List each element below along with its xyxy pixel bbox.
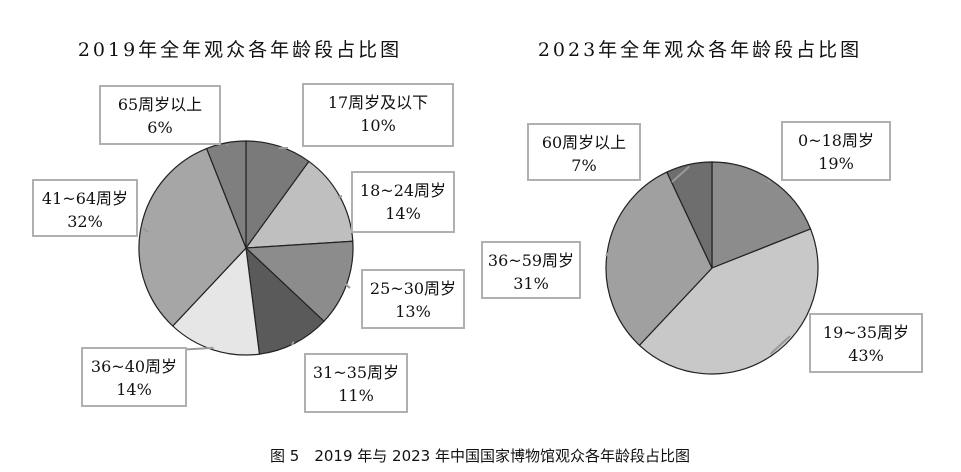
slice-label: 31~35周岁 bbox=[313, 363, 399, 382]
chart-title-2023: 2023年全年观众各年龄段占比图 bbox=[538, 39, 862, 61]
slice-label: 18~24周岁 bbox=[360, 181, 446, 200]
label-box bbox=[361, 269, 465, 329]
label-box bbox=[99, 85, 221, 145]
figure-caption: 图 5 2019 年与 2023 年中国国家博物馆观众各年龄段占比图 bbox=[270, 447, 690, 465]
slice-value-label: 10% bbox=[360, 116, 396, 135]
slice-value-label: 31% bbox=[513, 274, 549, 293]
pie-slice bbox=[666, 161, 713, 269]
slice-label: 0~18周岁 bbox=[798, 131, 874, 150]
pie-slice bbox=[605, 171, 713, 347]
pie-slice bbox=[205, 140, 247, 249]
slice-value-label: 11% bbox=[338, 386, 374, 405]
slice-label: 17周岁及以下 bbox=[328, 93, 428, 112]
label-box bbox=[302, 83, 454, 147]
slice-label: 25~30周岁 bbox=[370, 279, 456, 298]
slice-label: 36~59周岁 bbox=[488, 251, 574, 270]
pie-slice bbox=[171, 246, 261, 356]
label-box bbox=[781, 121, 891, 181]
pie-slice bbox=[245, 246, 325, 355]
slice-value-label: 32% bbox=[67, 212, 103, 231]
slice-label: 41~64周岁 bbox=[42, 189, 128, 208]
slice-value-label: 14% bbox=[385, 204, 421, 223]
slice-value-label: 43% bbox=[848, 346, 884, 365]
label-box bbox=[527, 123, 641, 181]
leader-line bbox=[142, 227, 149, 233]
pie-slice bbox=[711, 161, 812, 269]
slice-value-label: 6% bbox=[147, 118, 172, 137]
pie-slice bbox=[138, 147, 247, 327]
slice-label: 36~40周岁 bbox=[91, 357, 177, 376]
leader-line bbox=[605, 251, 611, 257]
chart-title-2019: 2019年全年观众各年龄段占比图 bbox=[78, 39, 402, 61]
slice-label: 60周岁以上 bbox=[542, 133, 626, 152]
slice-value-label: 19% bbox=[818, 154, 854, 173]
leader-line bbox=[671, 165, 690, 183]
slice-value-label: 13% bbox=[395, 302, 431, 321]
labels-2019: 17周岁及以下 10% 18~24周岁 14% 25~30周岁 13% 31~35周岁 11%… bbox=[32, 83, 465, 413]
leader-line bbox=[337, 195, 343, 199]
label-box bbox=[809, 313, 923, 373]
label-box bbox=[351, 171, 455, 233]
slice-label: 19~35周岁 bbox=[823, 323, 909, 342]
pie-chart-2019 bbox=[138, 140, 354, 356]
pie-slice bbox=[638, 228, 819, 375]
pie-chart-2023 bbox=[605, 161, 819, 375]
slice-label: 65周岁以上 bbox=[118, 95, 202, 114]
leader-line bbox=[767, 179, 772, 183]
label-box bbox=[32, 179, 138, 237]
label-box bbox=[481, 241, 581, 299]
slice-value-label: 7% bbox=[571, 156, 596, 175]
label-box bbox=[81, 347, 187, 407]
label-box bbox=[304, 353, 408, 413]
leader-line bbox=[769, 335, 791, 355]
slice-value-label: 14% bbox=[116, 380, 152, 399]
leader-line bbox=[291, 341, 295, 346]
leader-line bbox=[344, 282, 351, 289]
labels-2023: 0~18周岁 19% 19~35周岁 43% 36~59周岁 31% 60周岁以上 7% bbox=[481, 121, 923, 373]
